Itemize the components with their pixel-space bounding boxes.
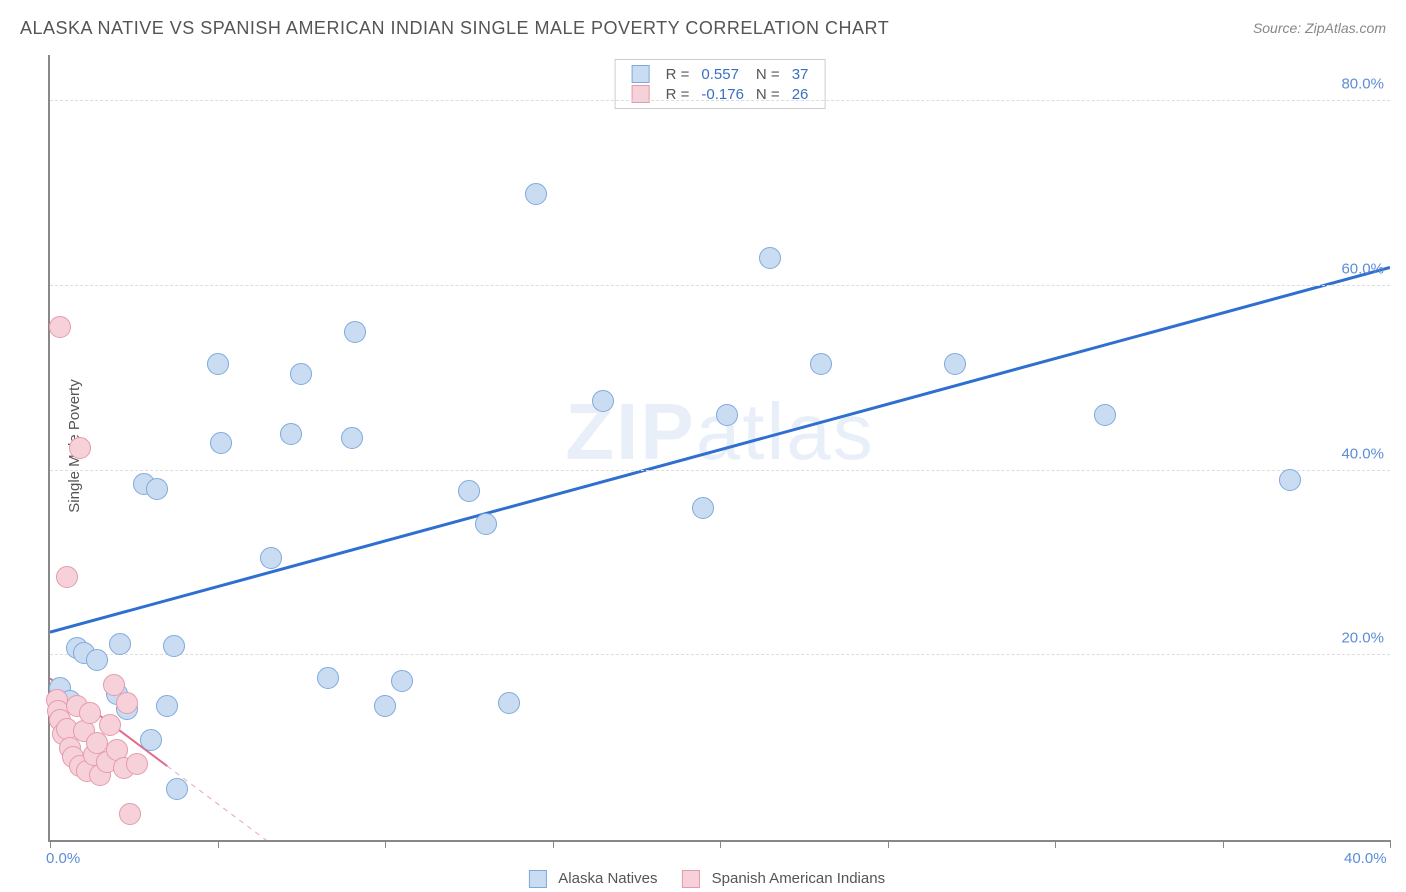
data-point (156, 695, 178, 717)
r-value: 0.557 (695, 64, 750, 84)
data-point (163, 635, 185, 657)
data-point (116, 692, 138, 714)
data-point (69, 437, 91, 459)
data-point (317, 667, 339, 689)
data-point (1094, 404, 1116, 426)
data-point (716, 404, 738, 426)
data-point (810, 353, 832, 375)
data-point (1279, 469, 1301, 491)
data-point (79, 702, 101, 724)
watermark-bold: ZIP (565, 387, 695, 476)
gridline (50, 654, 1390, 655)
data-point (391, 670, 413, 692)
data-point (99, 714, 121, 736)
legend-item: Alaska Natives (521, 870, 658, 887)
data-point (86, 649, 108, 671)
data-point (458, 480, 480, 502)
data-point (49, 316, 71, 338)
gridline (50, 100, 1390, 101)
trend-lines (50, 55, 1390, 840)
data-point (210, 432, 232, 454)
legend-item: Spanish American Indians (673, 870, 885, 887)
scatter-plot: ZIPatlas R = 0.557 N = 37 R = -0.176 N =… (48, 55, 1390, 842)
watermark-thin: atlas (696, 387, 875, 476)
y-tick-label: 60.0% (1341, 260, 1384, 277)
x-tick (720, 840, 721, 848)
correlation-legend: R = 0.557 N = 37 R = -0.176 N = 26 (615, 59, 826, 109)
y-tick-label: 80.0% (1341, 76, 1384, 93)
data-point (592, 390, 614, 412)
data-point (498, 692, 520, 714)
data-point (109, 633, 131, 655)
chart-title: ALASKA NATIVE VS SPANISH AMERICAN INDIAN… (20, 18, 889, 38)
x-axis-min-label: 0.0% (46, 850, 80, 867)
legend-swatch (681, 870, 699, 888)
data-point (290, 363, 312, 385)
data-point (119, 803, 141, 825)
data-point (692, 497, 714, 519)
data-point (207, 353, 229, 375)
series-legend: Alaska Natives Spanish American Indians (513, 870, 893, 888)
n-label: N = (750, 64, 786, 84)
data-point (166, 778, 188, 800)
r-label: R = (660, 64, 696, 84)
x-tick (888, 840, 889, 848)
y-tick-label: 40.0% (1341, 445, 1384, 462)
x-tick (385, 840, 386, 848)
gridline (50, 470, 1390, 471)
data-point (126, 753, 148, 775)
source-label: Source: ZipAtlas.com (1253, 20, 1386, 36)
data-point (280, 423, 302, 445)
data-point (140, 729, 162, 751)
gridline (50, 285, 1390, 286)
x-tick (50, 840, 51, 848)
data-point (146, 478, 168, 500)
data-point (56, 566, 78, 588)
x-tick (1055, 840, 1056, 848)
legend-swatch (632, 65, 650, 83)
data-point (944, 353, 966, 375)
data-point (759, 247, 781, 269)
data-point (525, 183, 547, 205)
x-axis-max-label: 40.0% (1344, 850, 1387, 867)
data-point (260, 547, 282, 569)
data-point (475, 513, 497, 535)
x-tick (218, 840, 219, 848)
data-point (341, 427, 363, 449)
x-tick (1223, 840, 1224, 848)
legend-swatch (529, 870, 547, 888)
data-point (374, 695, 396, 717)
n-value: 37 (786, 64, 815, 84)
y-tick-label: 20.0% (1341, 630, 1384, 647)
x-tick (553, 840, 554, 848)
data-point (344, 321, 366, 343)
x-tick (1390, 840, 1391, 848)
